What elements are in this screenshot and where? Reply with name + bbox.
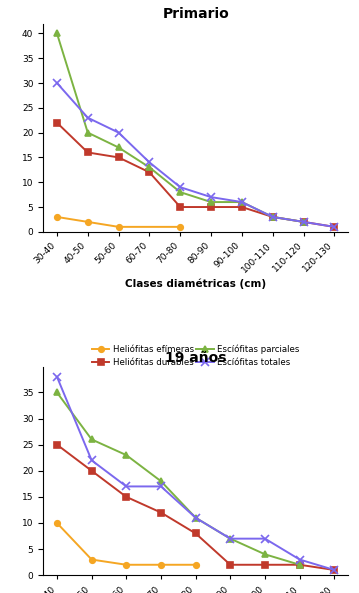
Heliófitas durables <box>116 154 121 161</box>
Heliófitas durables <box>209 203 213 211</box>
Escíófitas totales <box>85 114 90 122</box>
Escíófitas parciales <box>147 164 151 171</box>
Escíófitas parciales <box>209 199 213 206</box>
Heliófitas efímeras <box>116 224 121 231</box>
Heliófitas efímeras <box>124 561 129 568</box>
Heliófitas durables <box>85 149 90 156</box>
Escíófitas totales <box>302 218 306 225</box>
Heliófitas durables <box>228 561 233 568</box>
Heliófitas durables <box>89 467 94 474</box>
Heliófitas efímeras <box>55 213 59 221</box>
Escíófitas parciales <box>271 213 275 221</box>
Legend: Heliófitas efímeras, Heliófitas durables, Escíófitas parciales, Escíófitas total: Heliófitas efímeras, Heliófitas durables… <box>92 345 299 367</box>
Heliófitas efímeras <box>89 556 94 563</box>
Escíófitas totales <box>263 535 267 542</box>
Escíófitas totales <box>298 556 302 563</box>
Escíófitas parciales <box>85 129 90 136</box>
Escíófitas parciales <box>116 144 121 151</box>
Escíófitas totales <box>332 566 336 573</box>
Heliófitas efímeras <box>178 224 182 231</box>
Line: Heliófitas durables: Heliófitas durables <box>53 119 338 230</box>
Escíófitas parciales <box>298 561 302 568</box>
Heliófitas durables <box>194 530 198 537</box>
Heliófitas durables <box>263 561 267 568</box>
Line: Escíófitas totales: Escíófitas totales <box>53 372 339 574</box>
Escíófitas totales <box>147 159 151 166</box>
Escíófitas parciales <box>178 189 182 196</box>
Title: Primario: Primario <box>162 7 229 21</box>
Heliófitas durables <box>240 203 244 211</box>
Heliófitas durables <box>298 561 302 568</box>
Escíófitas totales <box>116 129 121 136</box>
Escíófitas totales <box>332 224 336 231</box>
Escíófitas totales <box>240 199 244 206</box>
Escíófitas totales <box>228 535 233 542</box>
Title: 19 años: 19 años <box>165 350 227 365</box>
Heliófitas durables <box>124 493 129 500</box>
Heliófitas efímeras <box>85 218 90 225</box>
Line: Heliófitas efímeras: Heliófitas efímeras <box>54 214 183 229</box>
Escíófitas parciales <box>263 551 267 558</box>
Escíófitas totales <box>55 373 59 380</box>
Escíófitas totales <box>194 514 198 521</box>
Heliófitas durables <box>271 213 275 221</box>
Heliófitas efímeras <box>159 561 163 568</box>
Line: Escíófitas parciales: Escíófitas parciales <box>53 389 303 568</box>
Escíófitas parciales <box>89 436 94 443</box>
Escíófitas parciales <box>228 535 233 542</box>
Escíófitas parciales <box>124 451 129 458</box>
Line: Escíófitas totales: Escíófitas totales <box>53 79 339 231</box>
Escíófitas parciales <box>194 514 198 521</box>
Heliófitas durables <box>332 566 336 573</box>
Heliófitas durables <box>55 441 59 448</box>
Line: Heliófitas efímeras: Heliófitas efímeras <box>54 520 199 568</box>
Escíófitas totales <box>271 213 275 221</box>
Escíófitas totales <box>124 483 129 490</box>
Line: Heliófitas durables: Heliófitas durables <box>53 441 338 573</box>
Heliófitas efímeras <box>55 519 59 527</box>
Heliófitas durables <box>55 119 59 126</box>
Heliófitas durables <box>332 224 336 231</box>
Heliófitas durables <box>178 203 182 211</box>
Escíófitas totales <box>89 457 94 464</box>
Heliófitas durables <box>147 169 151 176</box>
Escíófitas parciales <box>55 389 59 396</box>
Heliófitas efímeras <box>194 561 198 568</box>
Heliófitas durables <box>159 509 163 516</box>
Escíófitas totales <box>209 193 213 200</box>
X-axis label: Clases diamétricas (cm): Clases diamétricas (cm) <box>125 278 266 289</box>
Heliófitas durables <box>302 218 306 225</box>
Escíófitas parciales <box>55 30 59 37</box>
Escíófitas parciales <box>302 218 306 225</box>
Escíófitas parciales <box>159 477 163 484</box>
Line: Escíófitas parciales: Escíófitas parciales <box>53 30 307 225</box>
Escíófitas totales <box>159 483 163 490</box>
Escíófitas totales <box>55 79 59 87</box>
Escíófitas parciales <box>240 199 244 206</box>
Escíófitas totales <box>178 184 182 191</box>
